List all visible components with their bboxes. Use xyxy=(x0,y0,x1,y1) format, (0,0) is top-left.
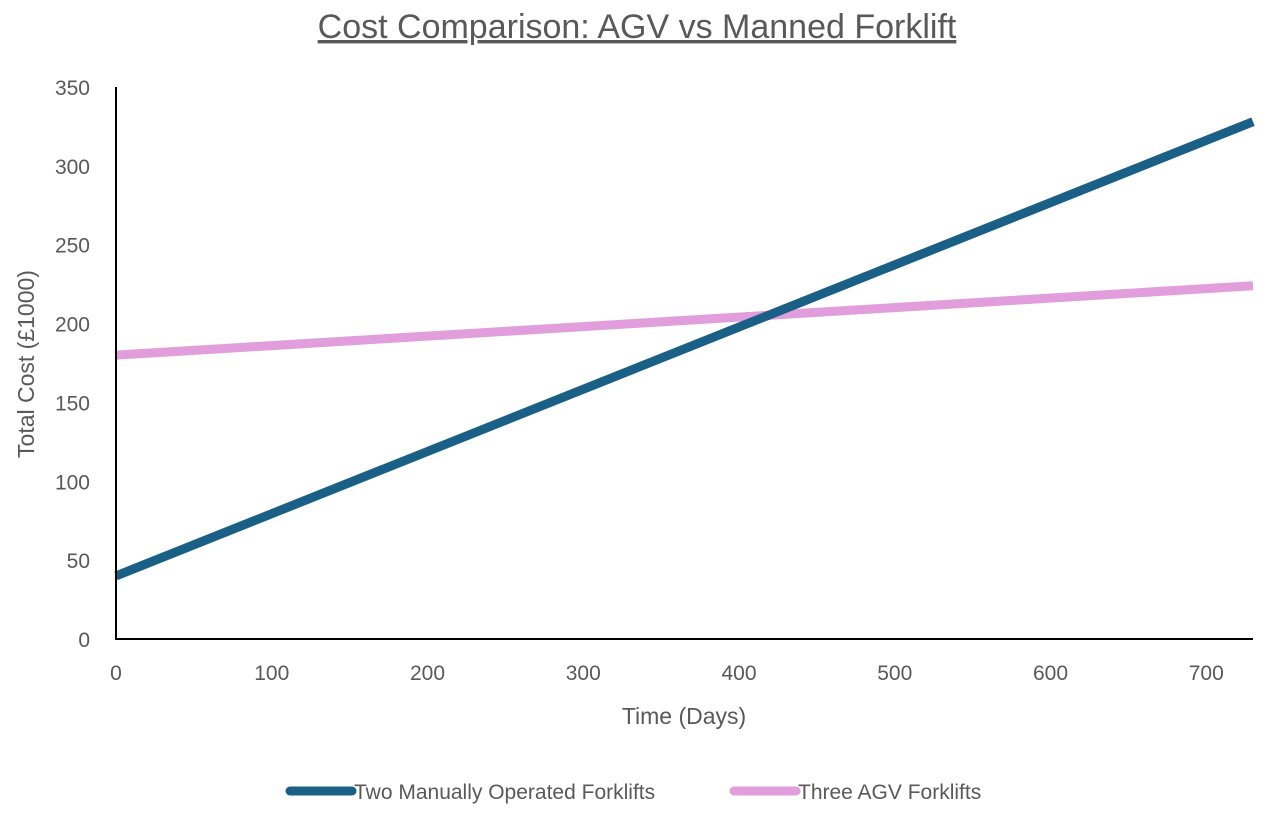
y-tick-label: 300 xyxy=(55,156,90,179)
y-tick-label: 200 xyxy=(55,314,90,337)
x-axis-ticks: 0 100 200 300 400 500 600 700 xyxy=(110,662,1224,685)
x-tick-label: 100 xyxy=(254,662,289,685)
y-tick-label: 150 xyxy=(55,392,90,415)
series-lines xyxy=(114,117,1255,581)
series-line xyxy=(115,281,1254,360)
y-tick-label: 250 xyxy=(55,235,90,258)
x-tick-label: 500 xyxy=(877,662,912,685)
chart-title: Cost Comparison: AGV vs Manned Forklift xyxy=(318,8,957,46)
y-axis-ticks: 0 50 100 150 200 250 300 350 xyxy=(55,77,90,652)
y-axis-label: Total Cost (£1000) xyxy=(13,270,39,458)
legend: Two Manually Operated Forklifts Three AGV… xyxy=(285,781,981,804)
x-tick-label: 200 xyxy=(410,662,445,685)
x-axis-label: Time (Days) xyxy=(622,703,746,729)
x-tick-label: 600 xyxy=(1033,662,1068,685)
x-tick-label: 300 xyxy=(566,662,601,685)
x-tick-label: 700 xyxy=(1189,662,1224,685)
legend-label: Two Manually Operated Forklifts xyxy=(354,781,655,804)
y-tick-label: 50 xyxy=(67,550,90,573)
x-tick-label: 400 xyxy=(721,662,756,685)
series-line xyxy=(114,117,1255,581)
y-tick-label: 350 xyxy=(55,77,90,100)
y-tick-label: 100 xyxy=(55,471,90,494)
legend-label: Three AGV Forklifts xyxy=(798,781,981,804)
y-tick-label: 0 xyxy=(78,629,90,652)
x-tick-label: 0 xyxy=(110,662,122,685)
